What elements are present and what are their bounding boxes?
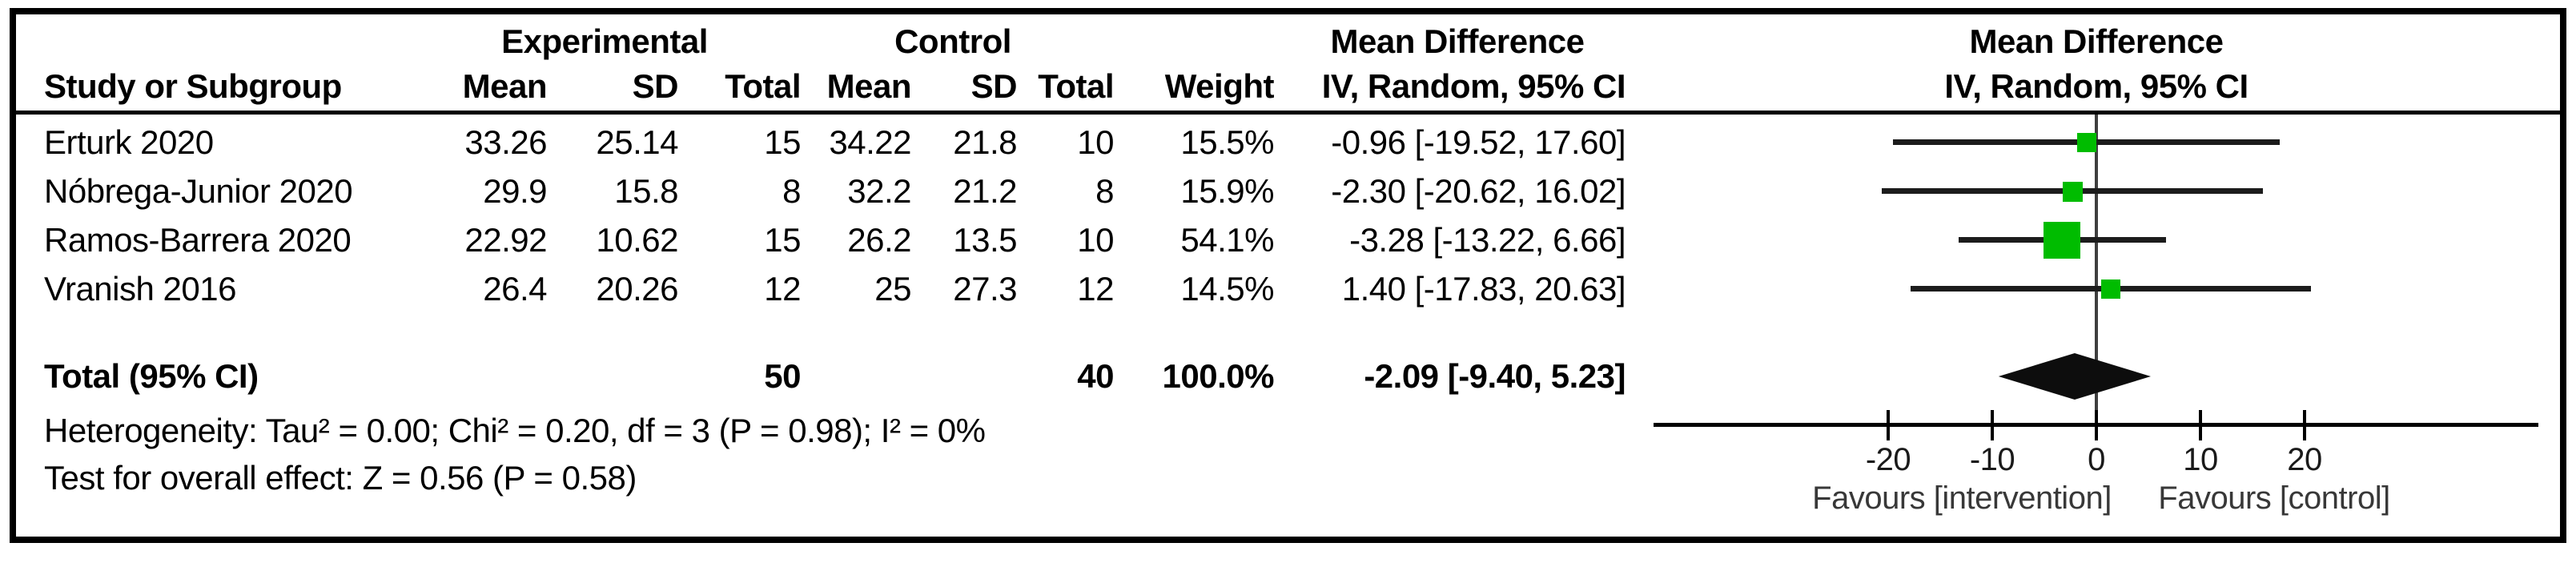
axis-tick-label: -10 [1969, 442, 2015, 477]
study-name: Ramos-Barrera 2020 [44, 221, 352, 259]
axis-tick [1887, 410, 1890, 440]
cell-ci_text: -2.30 [-20.62, 16.02] [1331, 172, 1626, 210]
total-ctl-n: 40 [1077, 357, 1114, 395]
cell-exp_mean: 22.92 [464, 221, 547, 259]
cell-ctl_mean: 34.22 [829, 123, 911, 161]
axis-tick-label: -20 [1865, 442, 1911, 477]
group-header-experimental: Experimental [501, 22, 708, 60]
column-header-ctl-mean: Mean [826, 67, 912, 105]
cell-exp_sd: 15.8 [614, 172, 678, 210]
axis-tick [2095, 410, 2098, 440]
column-header-exp-mean: Mean [462, 67, 548, 105]
study-name: Erturk 2020 [44, 123, 214, 161]
plot-header-line1: Mean Difference [1969, 22, 2224, 60]
effect-square [2101, 279, 2121, 299]
favours-intervention-label: Favours [intervention] [1812, 481, 2112, 516]
total-ci-text: -2.09 [-9.40, 5.23] [1364, 357, 1626, 395]
cell-exp_total: 15 [764, 221, 801, 259]
group-header-mean-difference: Mean Difference [1330, 22, 1585, 60]
study-name: Nóbrega-Junior 2020 [44, 172, 353, 210]
column-header-ci: IV, Random, 95% CI [1321, 67, 1626, 105]
axis-tick [2199, 410, 2202, 440]
cell-ci_text: 1.40 [-17.83, 20.63] [1341, 270, 1626, 308]
heterogeneity-stats: Heterogeneity: Tau² = 0.00; Chi² = 0.20,… [44, 412, 986, 449]
favours-control-label: Favours [control] [2158, 481, 2390, 516]
cell-ctl_mean: 32.2 [847, 172, 911, 210]
total-exp-n: 50 [764, 357, 801, 395]
cell-exp_sd: 20.26 [596, 270, 678, 308]
cell-ctl_total: 10 [1077, 123, 1114, 161]
cell-ctl_sd: 21.8 [953, 123, 1017, 161]
overall-effect-test: Test for overall effect: Z = 0.56 (P = 0… [44, 459, 637, 497]
cell-ctl_sd: 27.3 [953, 270, 1017, 308]
axis-tick-label: 20 [2287, 442, 2322, 477]
total-weight: 100.0% [1162, 357, 1275, 395]
effect-square [2044, 222, 2081, 259]
cell-exp_mean: 29.9 [483, 172, 547, 210]
header-divider-line [16, 111, 2560, 115]
cell-ctl_sd: 21.2 [953, 172, 1017, 210]
study-name: Vranish 2016 [44, 270, 236, 308]
column-header-ctl-sd: SD [971, 67, 1018, 105]
column-header-weight: Weight [1164, 67, 1275, 105]
cell-weight: 15.9% [1180, 172, 1274, 210]
effect-square [2076, 133, 2096, 152]
cell-exp_total: 15 [764, 123, 801, 161]
cell-ctl_total: 12 [1077, 270, 1114, 308]
cell-exp_sd: 10.62 [596, 221, 678, 259]
cell-weight: 54.1% [1180, 221, 1274, 259]
total-row-label: Total (95% CI) [44, 357, 259, 395]
axis-tick [2303, 410, 2306, 440]
cell-exp_mean: 33.26 [464, 123, 547, 161]
cell-exp_total: 8 [782, 172, 801, 210]
cell-ci_text: -0.96 [-19.52, 17.60] [1331, 123, 1626, 161]
zero-effect-line [2095, 115, 2098, 425]
axis-tick [1991, 410, 1994, 440]
cell-exp_sd: 25.14 [596, 123, 678, 161]
cell-ctl_sd: 13.5 [953, 221, 1017, 259]
axis-tick-label: 0 [2088, 442, 2105, 477]
cell-ctl_total: 10 [1077, 221, 1114, 259]
axis-tick-label: 10 [2183, 442, 2218, 477]
cell-exp_total: 12 [764, 270, 801, 308]
column-header-exp-total: Total [725, 67, 801, 105]
group-header-control: Control [894, 22, 1011, 60]
cell-weight: 15.5% [1180, 123, 1274, 161]
cell-ctl_total: 8 [1095, 172, 1114, 210]
plot-header-line2: IV, Random, 95% CI [1944, 67, 2248, 105]
cell-ctl_mean: 25 [874, 270, 911, 308]
column-header-study: Study or Subgroup [44, 67, 342, 105]
cell-ctl_mean: 26.2 [847, 221, 911, 259]
column-header-exp-sd: SD [632, 67, 679, 105]
cell-weight: 14.5% [1180, 270, 1274, 308]
plot-frame [10, 8, 2566, 543]
effect-square [2062, 181, 2083, 202]
column-header-ctl-total: Total [1038, 67, 1114, 105]
cell-ci_text: -3.28 [-13.22, 6.66] [1349, 221, 1626, 259]
cell-exp_mean: 26.4 [483, 270, 547, 308]
